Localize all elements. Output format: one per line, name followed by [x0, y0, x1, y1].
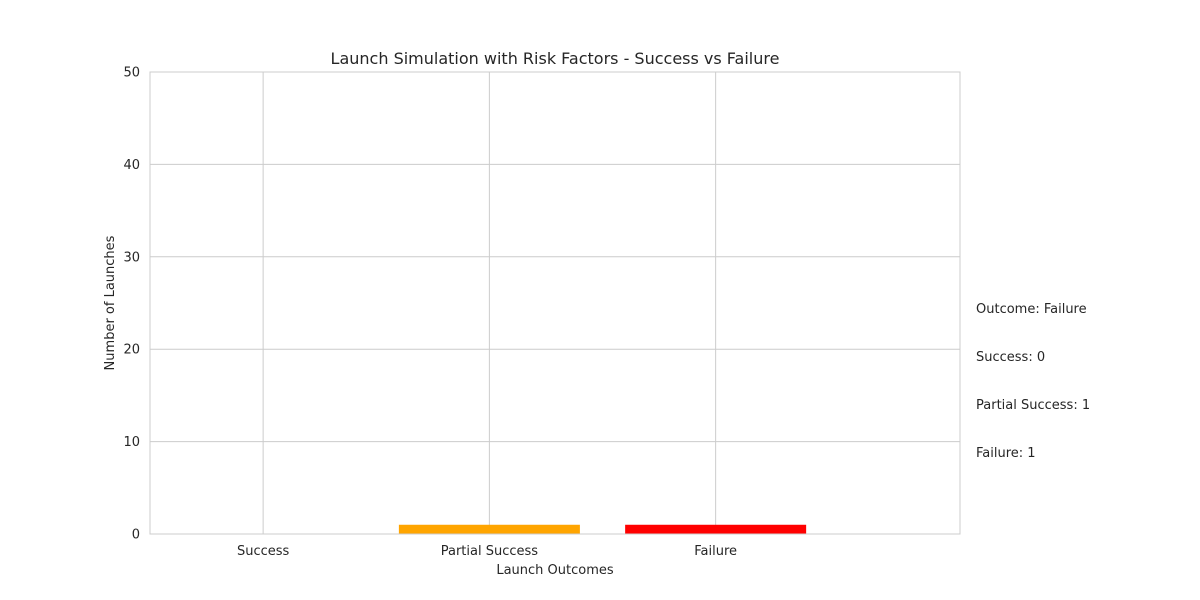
x-tick-label: Partial Success	[441, 544, 539, 559]
y-tick-label: 10	[123, 435, 140, 450]
y-tick-label: 0	[132, 528, 140, 543]
bars	[398, 524, 807, 534]
annotation-line-failure: Failure: 1	[976, 446, 1036, 461]
x-tick-label: Success	[237, 544, 290, 559]
annotation-line-partial-success: Partial Success: 1	[976, 398, 1091, 413]
x-axis-label: Launch Outcomes	[496, 563, 614, 578]
chart-title: Launch Simulation with Risk Factors - Su…	[331, 49, 780, 68]
plot-frame	[149, 71, 961, 535]
y-tick-label: 30	[123, 250, 140, 265]
y-tick-label: 40	[123, 158, 140, 173]
outcome-annotation: Outcome: Failure Success: 0 Partial Succ…	[976, 270, 1090, 478]
y-tick-labels: 0 10 20 30 40 50	[123, 66, 140, 543]
bar-failure	[625, 524, 807, 534]
plot-area	[150, 72, 960, 534]
annotation-line-success: Success: 0	[976, 350, 1046, 365]
y-axis-label: Number of Launches	[103, 235, 118, 370]
y-tick-label: 50	[123, 66, 140, 81]
x-tick-label: Failure	[694, 544, 737, 559]
bar-partial-success	[398, 524, 580, 534]
x-tick-labels: Success Partial Success Failure	[237, 544, 737, 559]
annotation-line-outcome: Outcome: Failure	[976, 302, 1087, 317]
y-tick-label: 20	[123, 343, 140, 358]
